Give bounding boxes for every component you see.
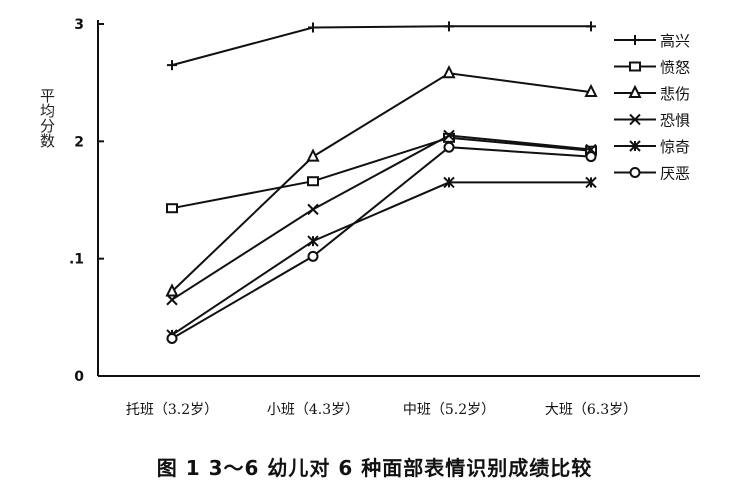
circle-marker [629, 167, 641, 178]
legend-label: 悲伤 [660, 85, 690, 103]
x-tick-label: 大班（6.3岁） [545, 402, 637, 418]
line-chart: 0 .1 2 3 托班（3.2岁） 小班（4.3岁） 中班（5.2岁） 大班（6.3岁） 高… [69, 17, 700, 418]
series-triangle [165, 65, 598, 297]
y-axis-label: 平均分数 [38, 88, 56, 148]
plus-marker [444, 21, 454, 32]
triangle-marker [442, 65, 456, 79]
triangle-marker [584, 83, 598, 98]
y-tick-label: 2 [74, 134, 84, 150]
legend-label: 惊奇 [660, 138, 690, 156]
series-plus [167, 21, 596, 71]
circle-marker [307, 250, 319, 262]
series-line [171, 136, 592, 210]
square-marker [629, 61, 641, 72]
legend-label: 恐惧 [660, 112, 690, 130]
x-ticks: 托班（3.2岁） 小班（4.3岁） 中班（5.2岁） 大班（6.3岁） [126, 402, 637, 418]
legend-item: 愤怒 [614, 59, 690, 77]
asterisk-marker [307, 235, 319, 247]
circle-marker [166, 332, 178, 344]
series-circle [166, 141, 597, 344]
circle-marker [585, 151, 597, 163]
x-marker [443, 129, 455, 142]
triangle-marker [165, 283, 179, 297]
triangle-marker [628, 84, 642, 98]
asterisk-marker [443, 176, 455, 189]
y-tick-label: 0 [74, 369, 84, 385]
square-marker [166, 203, 178, 214]
legend-item: 惊奇 [614, 138, 690, 156]
plus-marker [630, 35, 640, 45]
chart-series [165, 21, 598, 344]
legend-item: 悲伤 [614, 84, 690, 103]
legend-label: 愤怒 [660, 59, 690, 77]
legend-label: 厌恶 [660, 165, 690, 183]
x-tick-label: 中班（5.2岁） [403, 402, 495, 418]
legend-item: 高兴 [614, 32, 690, 50]
legend-item: 厌恶 [614, 165, 690, 183]
circle-marker [443, 141, 455, 153]
x-tick-label: 托班（3.2岁） [126, 402, 218, 418]
asterisk-marker [629, 140, 641, 152]
legend-item: 恐惧 [614, 112, 690, 130]
series-line [171, 134, 592, 301]
asterisk-marker [585, 176, 597, 189]
plus-marker [586, 21, 596, 32]
legend-label: 高兴 [660, 32, 690, 50]
plus-marker [167, 60, 177, 71]
y-ticks: 0 .1 2 3 [69, 17, 104, 385]
x-tick-label: 小班（4.3岁） [267, 402, 359, 418]
x-marker [307, 203, 319, 216]
y-tick-label: .1 [69, 252, 84, 268]
square-marker [307, 176, 319, 187]
triangle-marker [306, 148, 320, 162]
y-tick-label: 3 [74, 17, 84, 33]
series-line [171, 72, 592, 293]
plus-marker [308, 22, 318, 33]
series-line [171, 25, 591, 67]
x-marker [629, 113, 641, 126]
series-asterisk [166, 176, 597, 341]
figure-caption: 图 1 3～6 幼儿对 6 种面部表情识别成绩比较 [156, 456, 593, 480]
series-x [166, 129, 597, 306]
chart-axes [97, 20, 700, 377]
series-line [171, 181, 591, 336]
series-line [171, 146, 592, 340]
x-marker [166, 294, 178, 306]
